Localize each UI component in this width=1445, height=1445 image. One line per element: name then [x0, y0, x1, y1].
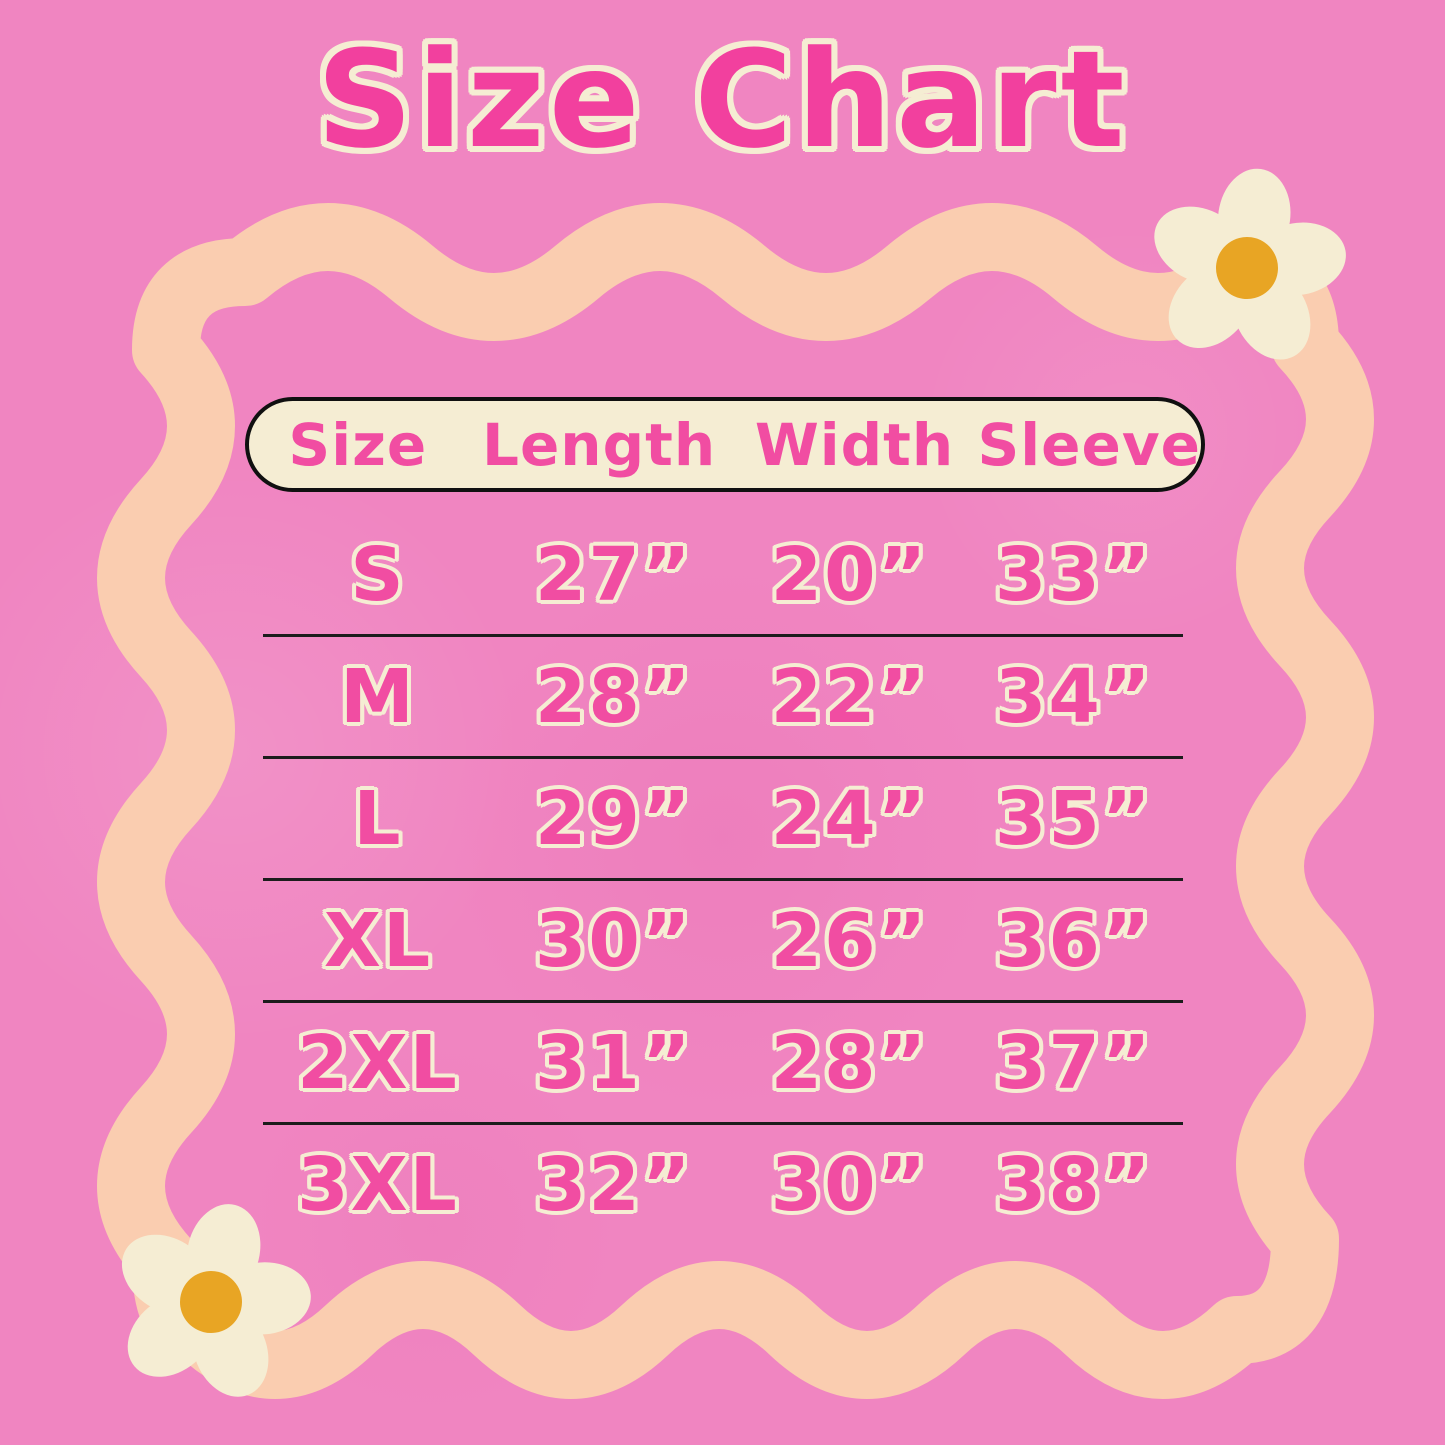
length-value: 29”: [534, 775, 693, 862]
length-value: 31”: [534, 1019, 693, 1106]
column-header-length: Length: [481, 410, 717, 479]
column-header-size: Size: [288, 410, 428, 479]
size-value: 3XL: [297, 1141, 459, 1228]
table-header-pill: Size Length Width Sleeve: [245, 397, 1205, 492]
table-row: L 29” 24” 35”: [263, 759, 1183, 881]
daisy-center: [180, 1271, 242, 1333]
length-value: 32”: [534, 1141, 693, 1228]
size-value: L: [353, 775, 403, 862]
table-row: 2XL 31” 28” 37”: [263, 1003, 1183, 1125]
length-value: 27”: [534, 531, 693, 618]
sleeve-value: 36”: [994, 897, 1153, 984]
table-row: M 28” 22” 34”: [263, 637, 1183, 759]
width-value: 24”: [770, 775, 929, 862]
daisy-flower-top-right: [1154, 168, 1346, 360]
sleeve-value: 37”: [994, 1019, 1153, 1106]
column-header-sleeve: Sleeve: [977, 410, 1201, 479]
sleeve-value: 35”: [994, 775, 1153, 862]
sleeve-value: 34”: [994, 653, 1153, 740]
length-value: 30”: [534, 897, 693, 984]
column-header-width: Width: [754, 410, 955, 479]
width-value: 26”: [770, 897, 929, 984]
size-value: XL: [323, 897, 433, 984]
width-value: 20”: [770, 531, 929, 618]
table-row: 3XL 32” 30” 38”: [263, 1125, 1183, 1244]
length-value: 28”: [534, 653, 693, 740]
sleeve-value: 33”: [994, 531, 1153, 618]
daisy-center: [1216, 237, 1278, 299]
size-value: M: [340, 653, 416, 740]
width-value: 22”: [770, 653, 929, 740]
page-title: Size Chart: [316, 22, 1129, 178]
table-row: S 27” 20” 33”: [263, 515, 1183, 637]
width-value: 30”: [770, 1141, 929, 1228]
sleeve-value: 38”: [994, 1141, 1153, 1228]
size-table: S 27” 20” 33” M 28” 22” 34” L 29” 24” 35…: [263, 515, 1183, 1244]
table-row: XL 30” 26” 36”: [263, 881, 1183, 1003]
daisy-flower-bottom-left: [121, 1204, 311, 1397]
size-value: 2XL: [297, 1019, 459, 1106]
size-value: S: [350, 531, 406, 618]
width-value: 28”: [770, 1019, 929, 1106]
wavy-border-path: [97, 203, 1374, 1399]
